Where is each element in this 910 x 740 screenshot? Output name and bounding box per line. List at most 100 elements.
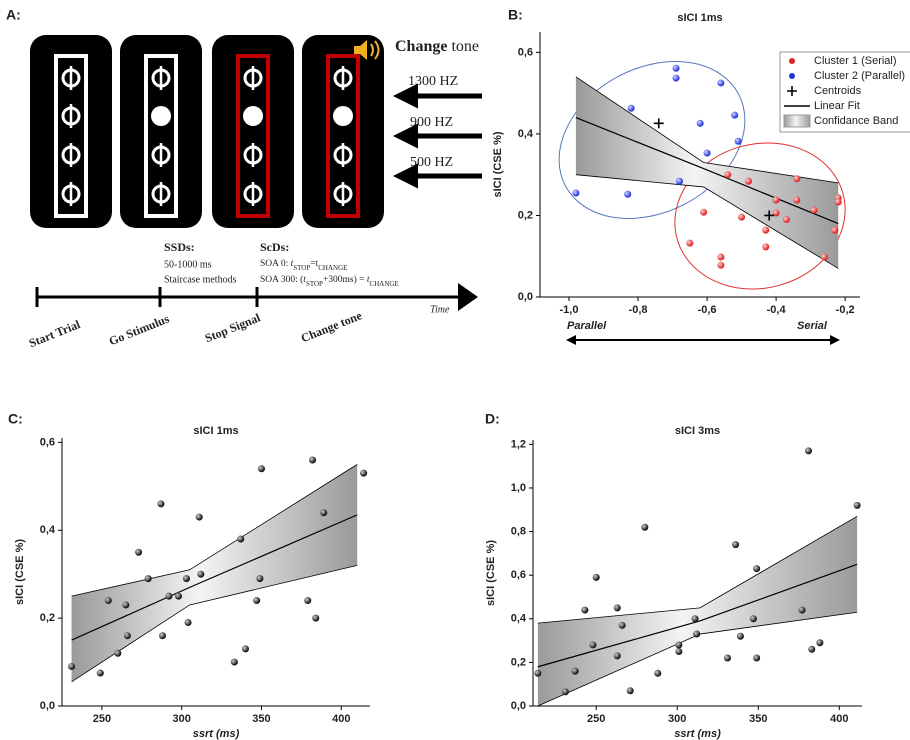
soa-part: t (367, 275, 370, 285)
heading-word: tone (451, 38, 479, 55)
point-shine (360, 469, 368, 477)
point-shine (96, 669, 104, 677)
soa-part: t (303, 275, 306, 285)
column (236, 54, 270, 218)
x-tick-label: -0,6 (698, 304, 717, 316)
soa-part: STOP (306, 280, 323, 288)
point-shine (831, 226, 839, 234)
point-shine (834, 198, 842, 206)
point-shine (724, 171, 732, 179)
point-shine (798, 606, 806, 614)
screen (120, 35, 202, 228)
point-shine (762, 226, 770, 234)
y-tick-label: 0,4 (511, 613, 527, 625)
legend-marker (789, 58, 795, 64)
point-shine (723, 654, 731, 662)
point-shine (618, 621, 626, 629)
confidence-band-edge (71, 464, 358, 597)
point-shine (641, 523, 649, 531)
point-shine (762, 243, 770, 251)
timeline-label: Change tone (299, 308, 365, 345)
x-tick-label: 400 (830, 713, 848, 725)
point-shine (753, 654, 761, 662)
point-shine (182, 575, 190, 583)
filled-circle (151, 106, 171, 126)
point-shine (237, 535, 245, 543)
fit-line (537, 563, 858, 668)
confidence-band-edge (575, 174, 839, 269)
point-shine (675, 647, 683, 655)
point-shine (749, 615, 757, 623)
column (144, 54, 178, 218)
x-tick-label: 250 (587, 713, 605, 725)
point-shine (736, 632, 744, 640)
ssd-line: Staircase methods (164, 274, 237, 285)
point-shine (793, 196, 801, 204)
y-tick-label: 0,2 (40, 612, 55, 624)
y-tick-label: 0,0 (518, 291, 533, 303)
point-shine (805, 447, 813, 455)
time-label: Time (430, 304, 450, 315)
point-shine (816, 639, 824, 647)
point-shine (626, 687, 634, 695)
screen (212, 35, 294, 228)
point-shine (242, 645, 250, 653)
point-shine (810, 206, 818, 214)
point-shine (772, 196, 780, 204)
axes (539, 32, 860, 298)
point-shine (135, 548, 143, 556)
confidence-band-edge (71, 565, 358, 683)
y-tick-label: 1,0 (511, 482, 526, 494)
point-shine (717, 253, 725, 261)
chart: D: sICI 3ms sICI (CSE %) ssrt (ms) 0,0 0,2 0,4… (485, 411, 862, 740)
point-shine (738, 213, 746, 221)
confidence-band-edge (537, 515, 858, 624)
filled-circle (243, 106, 263, 126)
axes (61, 438, 370, 707)
x-tick-label: -0,2 (836, 304, 855, 316)
panel-label: A: (6, 7, 21, 23)
y-tick-label: 0,2 (511, 656, 526, 668)
annotation: Serial (797, 320, 828, 332)
point-shine (703, 149, 711, 157)
confidence-band-edge (575, 76, 839, 184)
point-shine (717, 261, 725, 269)
sound-wave (370, 40, 380, 60)
point-shine (159, 632, 167, 640)
point-shine (320, 509, 328, 517)
soa-part: t (291, 259, 294, 269)
point-shine (571, 667, 579, 675)
point-shine (114, 649, 122, 657)
point-shine (613, 604, 621, 612)
soa-part: =t (310, 259, 318, 269)
point-shine (157, 500, 165, 508)
legend-marker (787, 86, 797, 96)
point-shine (696, 119, 704, 127)
legend-marker (783, 114, 811, 128)
annotation: Parallel (567, 320, 607, 332)
point-shine (256, 575, 264, 583)
point-shine (624, 190, 632, 198)
point-shine (312, 614, 320, 622)
point-shine (693, 630, 701, 638)
legend-label: Linear Fit (814, 100, 860, 112)
soa-part: CHANGE (318, 264, 347, 272)
point-shine (675, 641, 683, 649)
point-shine (534, 669, 542, 677)
chart-title: sICI 1ms (677, 12, 722, 24)
fit-line (575, 117, 839, 225)
point-shine (772, 209, 780, 217)
ssd-line: 50-1000 ms (164, 259, 212, 270)
panel-label: D: (485, 411, 500, 427)
tone-label: 900 HZ (410, 115, 453, 130)
x-tick-label: 300 (173, 713, 191, 725)
point-shine (672, 64, 680, 72)
point-shine (165, 592, 173, 600)
point-shine (627, 104, 635, 112)
point-shine (195, 513, 203, 521)
x-tick-label: -0,8 (629, 304, 648, 316)
x-tick-label: 350 (252, 713, 270, 725)
speaker (354, 40, 367, 60)
legend: Cluster 1 (Serial) Cluster 2 (Parallel) Ce… (779, 51, 910, 133)
